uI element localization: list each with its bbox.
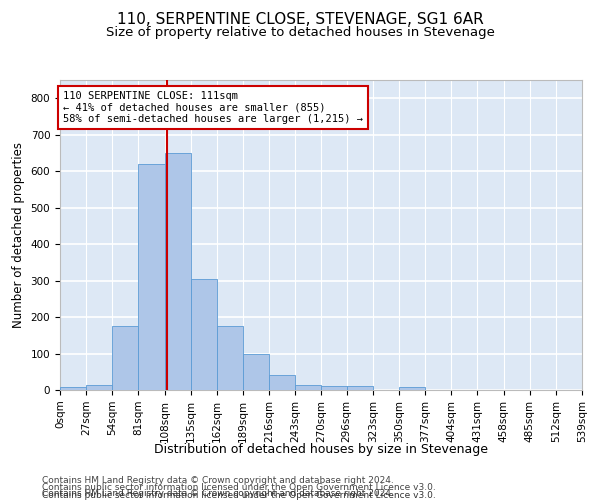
Bar xyxy=(217,326,243,390)
Bar xyxy=(269,376,295,390)
Bar xyxy=(399,387,425,390)
Y-axis label: Number of detached properties: Number of detached properties xyxy=(12,142,25,328)
Bar xyxy=(164,153,191,390)
Text: 110, SERPENTINE CLOSE, STEVENAGE, SG1 6AR: 110, SERPENTINE CLOSE, STEVENAGE, SG1 6A… xyxy=(116,12,484,28)
Text: Contains HM Land Registry data © Crown copyright and database right 2024.: Contains HM Land Registry data © Crown c… xyxy=(42,488,394,498)
Text: Contains public sector information licensed under the Open Government Licence v3: Contains public sector information licen… xyxy=(42,491,436,500)
Bar xyxy=(347,386,373,390)
Text: Distribution of detached houses by size in Stevenage: Distribution of detached houses by size … xyxy=(154,442,488,456)
Text: Size of property relative to detached houses in Stevenage: Size of property relative to detached ho… xyxy=(106,26,494,39)
Bar xyxy=(243,354,269,390)
Text: 110 SERPENTINE CLOSE: 111sqm
← 41% of detached houses are smaller (855)
58% of s: 110 SERPENTINE CLOSE: 111sqm ← 41% of de… xyxy=(63,91,363,124)
Bar xyxy=(191,279,217,390)
Bar xyxy=(322,386,347,390)
Bar xyxy=(295,384,322,390)
Bar xyxy=(86,386,112,390)
Text: Contains HM Land Registry data © Crown copyright and database right 2024.: Contains HM Land Registry data © Crown c… xyxy=(42,476,394,485)
Bar xyxy=(112,326,139,390)
Bar xyxy=(60,387,86,390)
Text: Contains public sector information licensed under the Open Government Licence v3: Contains public sector information licen… xyxy=(42,484,436,492)
Bar xyxy=(139,164,164,390)
